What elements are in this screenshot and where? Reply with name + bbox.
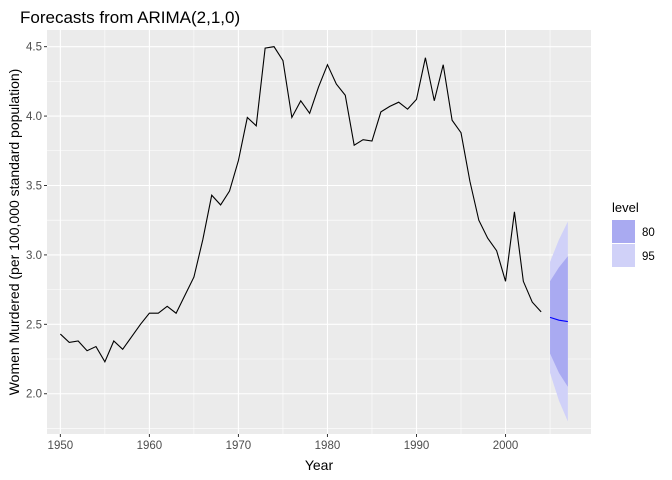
x-tick-label: 1970 <box>226 440 252 452</box>
y-tick-label: 3.0 <box>26 250 42 262</box>
legend: level 80 95 <box>612 200 655 267</box>
x-tick-label: 1990 <box>404 440 430 452</box>
y-tick-label: 4.0 <box>26 111 42 123</box>
legend-label-95: 95 <box>642 251 655 263</box>
y-tick-label: 2.0 <box>26 389 42 401</box>
x-tick-label: 1980 <box>315 440 341 452</box>
y-tick-label: 4.5 <box>26 42 42 54</box>
chart-title: Forecasts from ARIMA(2,1,0) <box>20 8 240 27</box>
x-tick-label: 2000 <box>493 440 519 452</box>
series-lines <box>59 46 568 364</box>
y-axis-title: Women Murdered (per 100,000 standard pop… <box>6 69 22 396</box>
grid-lines <box>47 30 591 434</box>
band-80 <box>550 256 568 387</box>
x-axis-title: Year <box>305 457 334 473</box>
x-tick-label: 1950 <box>48 440 74 452</box>
legend-title: level <box>612 200 639 215</box>
legend-key-80 <box>612 220 635 243</box>
axis-ticks: 1950 1960 1970 1980 1990 2000 2.0 2.5 3.0 3.5 4.0 4… <box>26 42 518 452</box>
history-line <box>59 46 542 364</box>
y-tick-label: 3.5 <box>26 180 42 192</box>
legend-key-95 <box>612 244 635 267</box>
x-tick-label: 1960 <box>137 440 163 452</box>
plot-panel <box>47 30 591 434</box>
forecast-line <box>549 316 568 323</box>
prediction-bands <box>550 221 568 422</box>
y-tick-label: 2.5 <box>26 319 42 331</box>
legend-label-80: 80 <box>642 227 655 239</box>
